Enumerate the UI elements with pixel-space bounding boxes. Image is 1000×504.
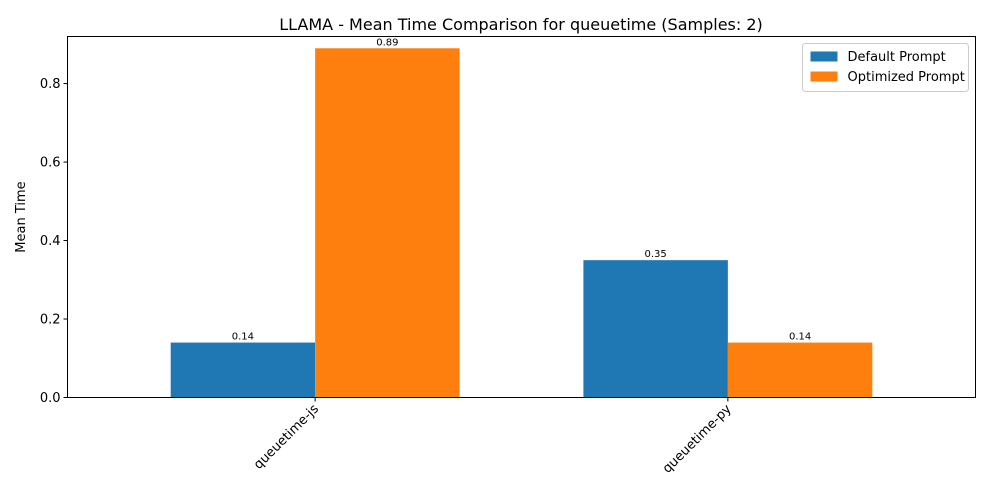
- legend-box: [802, 43, 969, 92]
- bar-value-label: 0.35: [645, 249, 667, 260]
- y-tick-label: 0.6: [40, 156, 61, 171]
- y-tick-label: 0.8: [40, 77, 61, 92]
- plot-area-frame: [67, 36, 976, 398]
- legend: Default Prompt Optimized Prompt: [802, 43, 969, 92]
- bar-value-label: 0.14: [232, 332, 254, 343]
- bar-value-label: 0.89: [376, 37, 398, 48]
- chart-title: LLAMA - Mean Time Comparison for queueti…: [279, 15, 763, 34]
- y-tick-label: 0.0: [40, 391, 61, 406]
- bar-optimized-queuetime-js: [315, 48, 460, 398]
- legend-swatch-optimized: [810, 71, 838, 82]
- y-tick-label: 0.2: [40, 313, 61, 328]
- bar-optimized-queuetime-py: [727, 342, 873, 398]
- bar-default-queuetime-js: [170, 342, 316, 398]
- y-axis-label: Mean Time: [14, 181, 29, 252]
- legend-label: Default Prompt: [848, 50, 946, 65]
- bar-value-label: 0.14: [789, 332, 811, 343]
- bars: [170, 48, 873, 398]
- legend-swatch-default: [810, 51, 838, 62]
- bar-default-queuetime-py: [583, 260, 728, 398]
- legend-label: Optimized Prompt: [848, 70, 965, 85]
- bar-value-labels: 0.14 0.89 0.35 0.14: [232, 37, 811, 342]
- y-tick-label: 0.4: [40, 234, 61, 249]
- y-axis-ticks: 0.0 0.2 0.4 0.6 0.8: [40, 77, 68, 406]
